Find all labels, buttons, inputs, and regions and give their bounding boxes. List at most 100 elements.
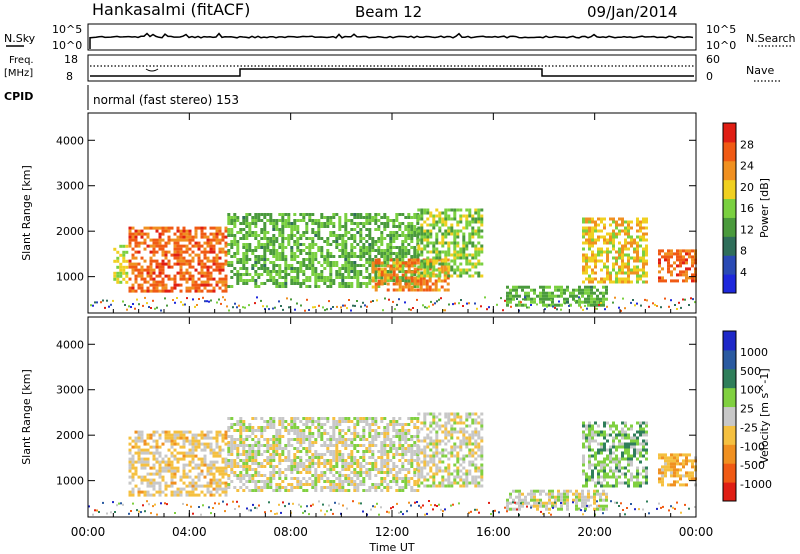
vel-cell: [368, 423, 372, 426]
power-cell: [383, 279, 387, 283]
power-cell: [432, 226, 436, 230]
vel-cell: [254, 450, 258, 453]
vel-cell: [305, 417, 309, 420]
power-cell: [305, 276, 309, 279]
power-cell: [188, 229, 192, 233]
power-cell: [380, 270, 384, 274]
vel-cell: [176, 451, 180, 455]
power-cell: [179, 253, 183, 257]
power-cell: [636, 223, 639, 227]
power-cell: [248, 222, 252, 225]
vel-cell: [480, 424, 484, 428]
power-clutter-cell: [234, 302, 236, 305]
power-cell: [420, 217, 424, 221]
power-cell: [356, 273, 360, 276]
power-cell: [392, 225, 396, 228]
power-clutter-cell: [644, 298, 646, 301]
power-cell: [155, 265, 159, 269]
vel-cell: [176, 487, 180, 491]
power-cell: [350, 285, 354, 288]
power-cell: [197, 271, 201, 275]
power-cell: [417, 247, 421, 251]
power-cell: [122, 244, 126, 248]
power-clutter-cell: [688, 304, 690, 306]
power-cell: [263, 252, 267, 255]
vel-cell: [239, 435, 243, 438]
vel-cell: [302, 489, 306, 492]
power-cell: [606, 271, 609, 275]
vel-cell: [413, 435, 417, 438]
vel-cell: [344, 417, 348, 420]
vel-cell: [143, 451, 147, 455]
power-cell: [471, 256, 475, 260]
power-cell: [447, 232, 451, 236]
power-cell: [230, 231, 234, 234]
vel-cell: [215, 481, 219, 485]
power-cell: [215, 241, 219, 245]
vel-cell: [636, 421, 639, 425]
vel-cell: [257, 444, 261, 447]
power-cell: [353, 222, 357, 225]
vel-cell: [468, 451, 472, 455]
vel-cell: [140, 481, 144, 485]
power-cell: [344, 255, 348, 258]
power-cell: [185, 268, 189, 272]
power-cell: [441, 232, 445, 236]
power-cell: [462, 268, 466, 272]
vel-cell: [308, 456, 312, 459]
vel-cell: [230, 462, 234, 465]
power-cell: [410, 276, 414, 280]
power-cell: [603, 235, 606, 239]
power-cell: [266, 279, 270, 282]
power-clutter-cell: [468, 302, 470, 305]
power-cell: [389, 267, 393, 271]
vel-cell: [435, 484, 439, 488]
power-cell: [593, 285, 596, 289]
power-cell: [221, 277, 225, 281]
power-cell: [676, 249, 679, 253]
vel-cell: [450, 412, 454, 416]
vel-cell: [263, 444, 267, 447]
power-cell: [594, 238, 597, 242]
power-cell: [131, 268, 135, 272]
power-cell: [440, 285, 444, 289]
vel-cell: [618, 466, 621, 470]
power-clutter-cell: [582, 308, 584, 311]
vel-cell: [281, 450, 285, 453]
vel-cell: [362, 417, 366, 420]
power-cell: [539, 294, 542, 298]
vel-cell: [236, 438, 240, 441]
power-cell: [116, 259, 120, 263]
vel-cell: [591, 424, 594, 428]
vel-cell: [356, 435, 360, 438]
vel-cell: [587, 498, 590, 502]
vel-cell: [230, 426, 234, 429]
power-cell: [221, 268, 225, 272]
power-cell: [585, 217, 588, 221]
power-cell: [368, 279, 372, 282]
power-cell: [344, 228, 348, 231]
vel-cell: [389, 423, 393, 426]
nsky-axis-top: 10^5: [52, 23, 82, 36]
vel-cell: [365, 447, 369, 450]
power-cell: [305, 228, 309, 231]
vel-cell: [615, 469, 618, 473]
power-cell: [167, 235, 171, 239]
station-title: Hankasalmi (fitACF): [92, 0, 250, 19]
power-clutter-cell: [286, 297, 288, 300]
vel-cell: [218, 481, 222, 485]
vel-cell: [506, 504, 509, 508]
vel-cell: [480, 463, 484, 467]
power-cell: [329, 273, 333, 276]
power-cell: [615, 256, 618, 260]
vel-cell: [639, 421, 642, 425]
vel-cell: [188, 463, 192, 467]
vel-cell: [143, 442, 147, 446]
power-clutter-cell: [228, 309, 230, 312]
power-cell: [215, 268, 219, 272]
power-cell: [164, 289, 168, 293]
power-cell: [311, 240, 315, 243]
vel-cell: [597, 469, 600, 473]
power-cell: [582, 265, 585, 269]
vel-cell: [462, 478, 466, 482]
